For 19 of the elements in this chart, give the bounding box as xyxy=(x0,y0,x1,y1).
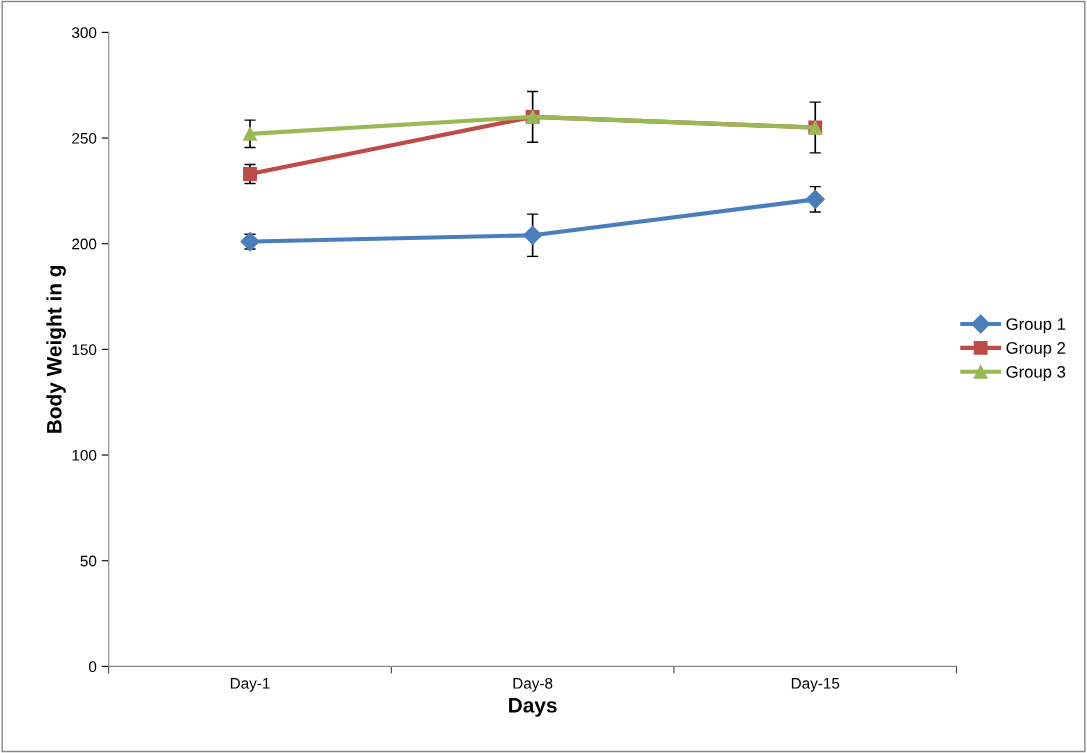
y-tick-label: 150 xyxy=(72,344,97,356)
point xyxy=(243,126,257,141)
legend-label: Group 3 xyxy=(1006,365,1066,382)
y-tick-label: 100 xyxy=(72,449,97,461)
y-tick-label: 200 xyxy=(72,238,97,250)
point xyxy=(805,189,825,209)
legend-label: Group 2 xyxy=(1006,342,1066,358)
y-tick-label: 250 xyxy=(72,132,97,144)
y-tick-label: 50 xyxy=(80,555,97,567)
point xyxy=(243,167,257,181)
x-axis-title: Days xyxy=(509,698,557,717)
legend-label: Group 1 xyxy=(1006,318,1066,334)
point xyxy=(523,225,543,245)
x-tick-label: Day-8 xyxy=(513,677,553,692)
y-tick-label: 0 xyxy=(89,661,97,673)
x-tick-label: Day-1 xyxy=(230,678,270,692)
y-tick-label: 300 xyxy=(71,27,97,39)
x-tick-label: Day-15 xyxy=(791,678,840,692)
y-axis-title: Body Weight in g xyxy=(46,265,66,433)
